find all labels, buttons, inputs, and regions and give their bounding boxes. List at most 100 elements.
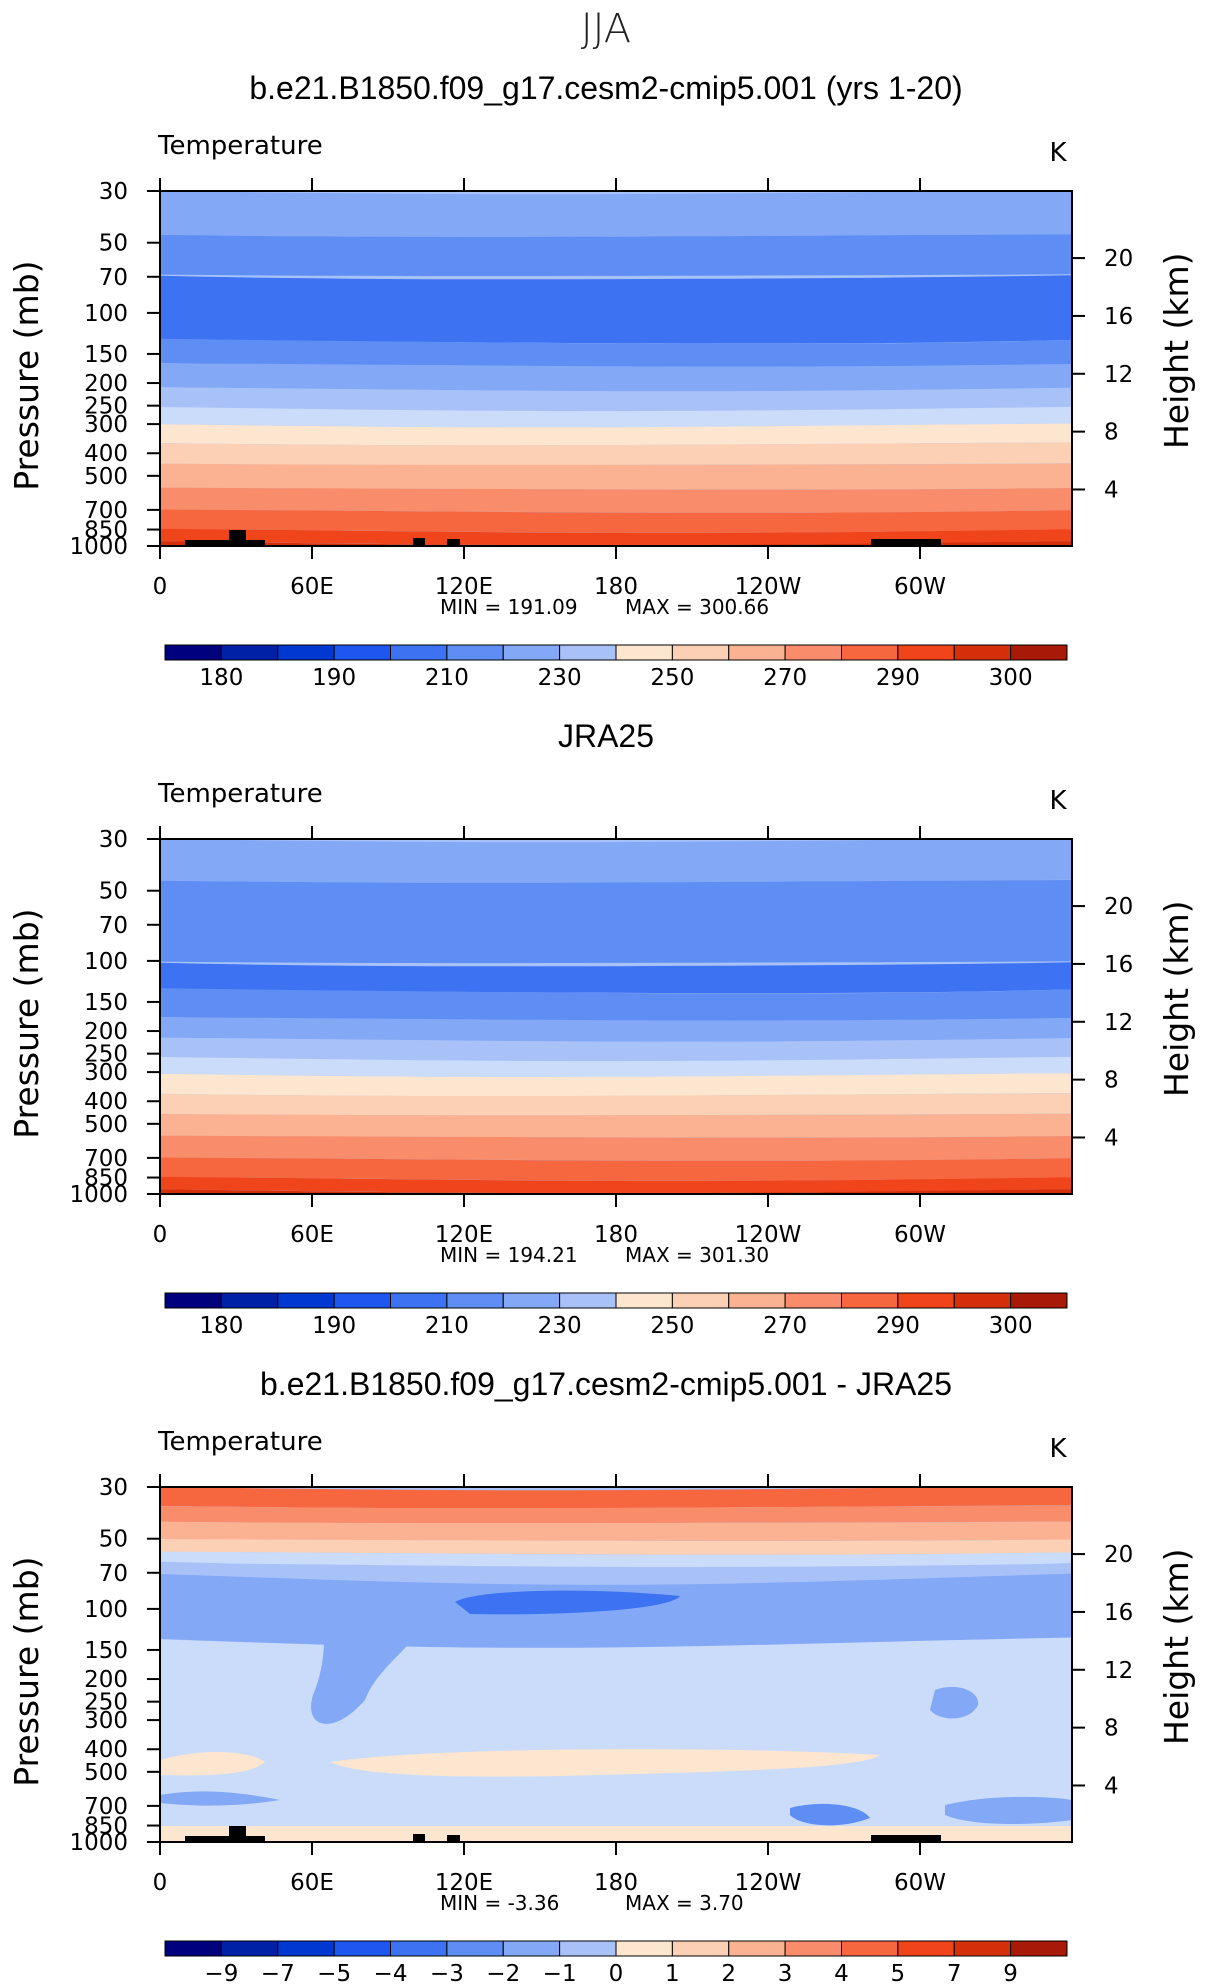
pressure-tick-label: 70	[99, 1561, 128, 1587]
colorbar-swatch	[220, 1292, 279, 1309]
y-axis-label: Pressure (mb)	[7, 1556, 46, 1786]
pressure-tick-label: 400	[84, 441, 128, 467]
colorbar-swatch	[953, 1292, 1012, 1309]
pressure-tick-label: 500	[84, 1112, 128, 1138]
height-tick-label: 8	[1104, 420, 1119, 446]
pressure-tick-label: 70	[99, 913, 128, 939]
colorbar-swatch	[390, 1940, 448, 1957]
colorbar-label: 300	[989, 1313, 1033, 1339]
colorbar-swatch	[784, 1940, 842, 1957]
pressure-tick-label: 300	[84, 1708, 128, 1734]
colorbar-swatch	[164, 1940, 222, 1957]
height-tick-label: 20	[1104, 894, 1133, 920]
colorbar-swatch	[784, 644, 842, 661]
longitude-tick-label: 60W	[894, 1222, 946, 1248]
colorbar-swatch	[671, 1940, 730, 1957]
colorbar-swatch	[390, 1292, 448, 1309]
colorbar-swatch	[728, 644, 786, 661]
colorbar-swatch	[671, 644, 730, 661]
max-label: MAX = 3.70	[625, 1891, 744, 1915]
pressure-tick-label: 30	[99, 179, 128, 205]
contour-band	[160, 387, 1072, 412]
pressure-tick-label: 100	[84, 1597, 128, 1623]
longitude-tick-label: 60E	[290, 1222, 334, 1248]
colorbar-swatch	[897, 644, 955, 661]
colorbar-swatch	[333, 1292, 391, 1309]
variable-label: Temperature	[157, 131, 323, 161]
height-tick-label: 12	[1104, 1010, 1133, 1036]
colorbar-swatch	[615, 1940, 673, 1957]
contour-band	[160, 1037, 1072, 1062]
contour-band	[160, 1176, 1072, 1194]
colorbar-swatch	[277, 1940, 335, 1957]
pressure-tick-label: 300	[84, 412, 128, 438]
contour-band	[160, 275, 1072, 344]
min-label: MIN = 194.21	[440, 1243, 578, 1267]
contour-band	[160, 988, 1072, 1025]
colorbar-label: 290	[876, 665, 920, 691]
contour-band	[160, 234, 1072, 276]
height-tick-label: 16	[1104, 304, 1133, 330]
contour-band	[160, 1521, 1072, 1541]
colorbar-swatch	[953, 1940, 1012, 1957]
colorbar-swatch	[559, 1940, 617, 1957]
contour-band	[160, 1487, 1072, 1509]
variable-label: Temperature	[157, 779, 323, 809]
pressure-tick-label: 50	[99, 879, 128, 905]
contour-band	[160, 442, 1072, 465]
height-tick-label: 12	[1104, 362, 1133, 388]
colorbar-label: 9	[1003, 1961, 1018, 1987]
colorbar-label: 250	[650, 665, 694, 691]
topography	[229, 1826, 246, 1842]
topography	[185, 540, 265, 546]
pressure-tick-label: 250	[84, 1690, 128, 1716]
contour-band	[160, 1135, 1072, 1161]
height-tick-label: 8	[1104, 1716, 1119, 1742]
colorbar-label: 4	[834, 1961, 849, 1987]
panel-title: b.e21.B1850.f09_g17.cesm2-cmip5.001 (yrs…	[249, 70, 962, 106]
colorbar-swatch	[897, 1292, 955, 1309]
colorbar-label: −7	[261, 1961, 295, 1987]
colorbar-label: 230	[538, 1313, 582, 1339]
anomaly-surface	[160, 1826, 1072, 1842]
colorbar: 180 190 210 230 250 270 290 300	[164, 1292, 1068, 1339]
colorbar-label: −9	[204, 1961, 238, 1987]
panel-title: b.e21.B1850.f09_g17.cesm2-cmip5.001 - JR…	[260, 1366, 952, 1402]
topography	[447, 1835, 460, 1842]
longitude-tick-label: 180	[594, 1222, 638, 1248]
y2-axis-label: Height (km)	[1157, 1548, 1196, 1745]
contour-band	[160, 1539, 1072, 1555]
pressure-tick-label: 50	[99, 1527, 128, 1553]
topography	[871, 1835, 941, 1842]
pressure-tick-label: 150	[84, 990, 128, 1016]
colorbar-swatch	[390, 644, 448, 661]
contour-area	[160, 1487, 1072, 1842]
topography	[413, 1834, 425, 1842]
colorbar-swatch	[897, 1940, 955, 1957]
colorbar-label: 290	[876, 1313, 920, 1339]
anomaly-blob	[311, 1590, 422, 1724]
contour-band	[160, 962, 1072, 994]
panel-1: b.e21.B1850.f09_g17.cesm2-cmip5.001 (yrs…	[7, 70, 1196, 691]
pressure-tick-label: 400	[84, 1089, 128, 1115]
colorbar-swatch	[164, 1292, 222, 1309]
min-label: MIN = 191.09	[440, 595, 578, 619]
colorbar-swatch	[446, 1292, 504, 1309]
pressure-tick-label: 150	[84, 1638, 128, 1664]
units-label: K	[1049, 1434, 1067, 1464]
colorbar-label: 180	[199, 1313, 243, 1339]
colorbar: 180 190 210 230 250 270 290 300	[164, 644, 1068, 691]
colorbar-swatch	[333, 644, 391, 661]
pressure-tick-label: 70	[99, 265, 128, 291]
pressure-tick-label: 1000	[69, 534, 128, 560]
pressure-tick-label: 200	[84, 1019, 128, 1045]
contour-band	[160, 541, 1072, 546]
colorbar: −9 −7 −5 −4 −3 −2 −1 0 1 2 3 4 5 7 9	[164, 1940, 1068, 1987]
topography	[871, 539, 941, 546]
contour-band	[160, 839, 1072, 883]
contour-band	[160, 1561, 1072, 1585]
anomaly-blob	[930, 1686, 979, 1719]
longitude-tick-label: 120E	[435, 1222, 493, 1248]
pressure-tick-label: 700	[84, 1146, 128, 1172]
